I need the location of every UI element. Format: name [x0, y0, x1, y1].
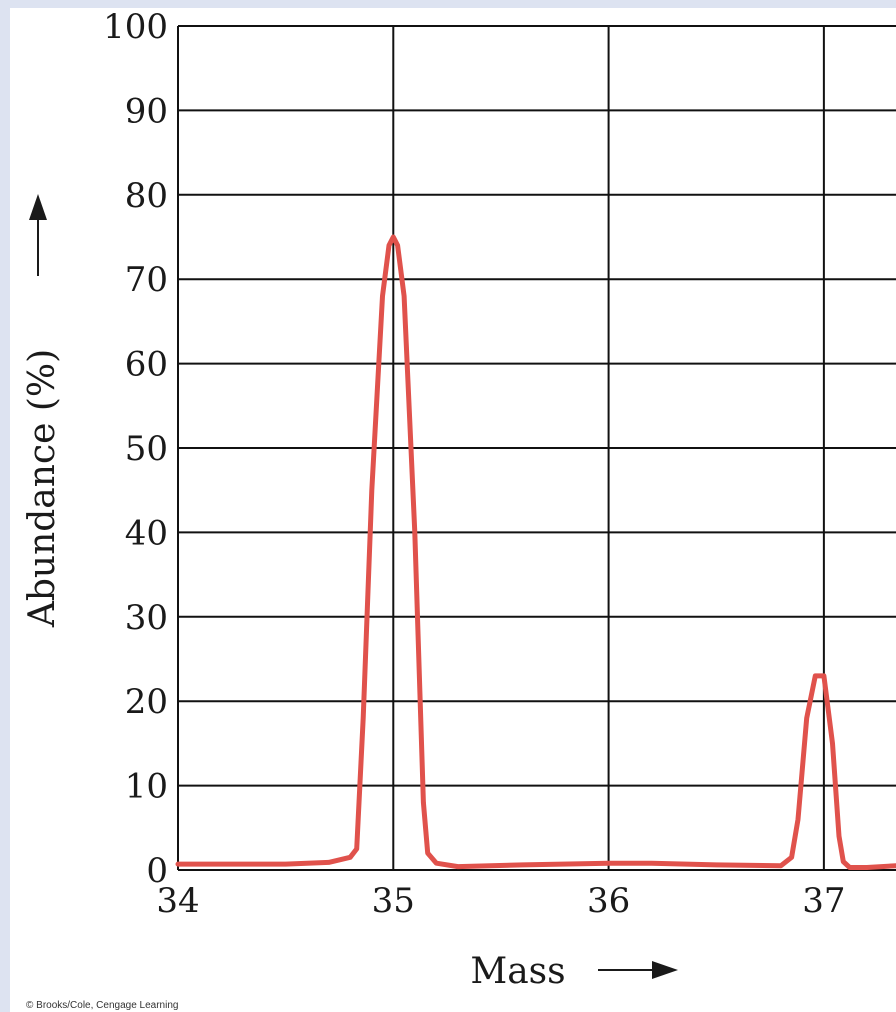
y-tick-label-30: 30 — [125, 598, 168, 638]
y-tick-label-100: 100 — [103, 8, 168, 47]
y-tick-label-40: 40 — [125, 513, 168, 553]
y-tick-label-80: 80 — [125, 176, 168, 216]
x-tick-label-35: 35 — [372, 881, 415, 921]
x-axis-arrow-head — [652, 961, 678, 979]
y-tick-label-20: 20 — [125, 682, 168, 722]
copyright-credit: © Brooks/Cole, Cengage Learning — [26, 1000, 179, 1011]
y-tick-label-50: 50 — [125, 429, 168, 469]
y-tick-label-0: 0 — [146, 851, 168, 891]
chart-figure: 0 10 20 30 40 50 60 70 80 90 100 34 35 36 37 Abundance … — [10, 8, 896, 1012]
x-tick-label-37: 37 — [802, 881, 845, 921]
series-line-0 — [175, 234, 896, 870]
y-tick-label-60: 60 — [125, 345, 168, 385]
mass-spectrum-chart: 0 10 20 30 40 50 60 70 80 90 100 34 35 36 37 Abundance … — [22, 8, 896, 992]
y-axis-arrow-head — [29, 194, 47, 220]
x-tick-label-34: 34 — [156, 881, 199, 921]
y-tick-label-10: 10 — [125, 767, 168, 807]
x-axis-title: Mass — [470, 951, 565, 992]
x-tick-label-36: 36 — [587, 881, 630, 921]
y-tick-label-90: 90 — [125, 91, 168, 131]
y-axis-title: Abundance (%) — [22, 349, 63, 628]
y-tick-label-70: 70 — [125, 260, 168, 300]
